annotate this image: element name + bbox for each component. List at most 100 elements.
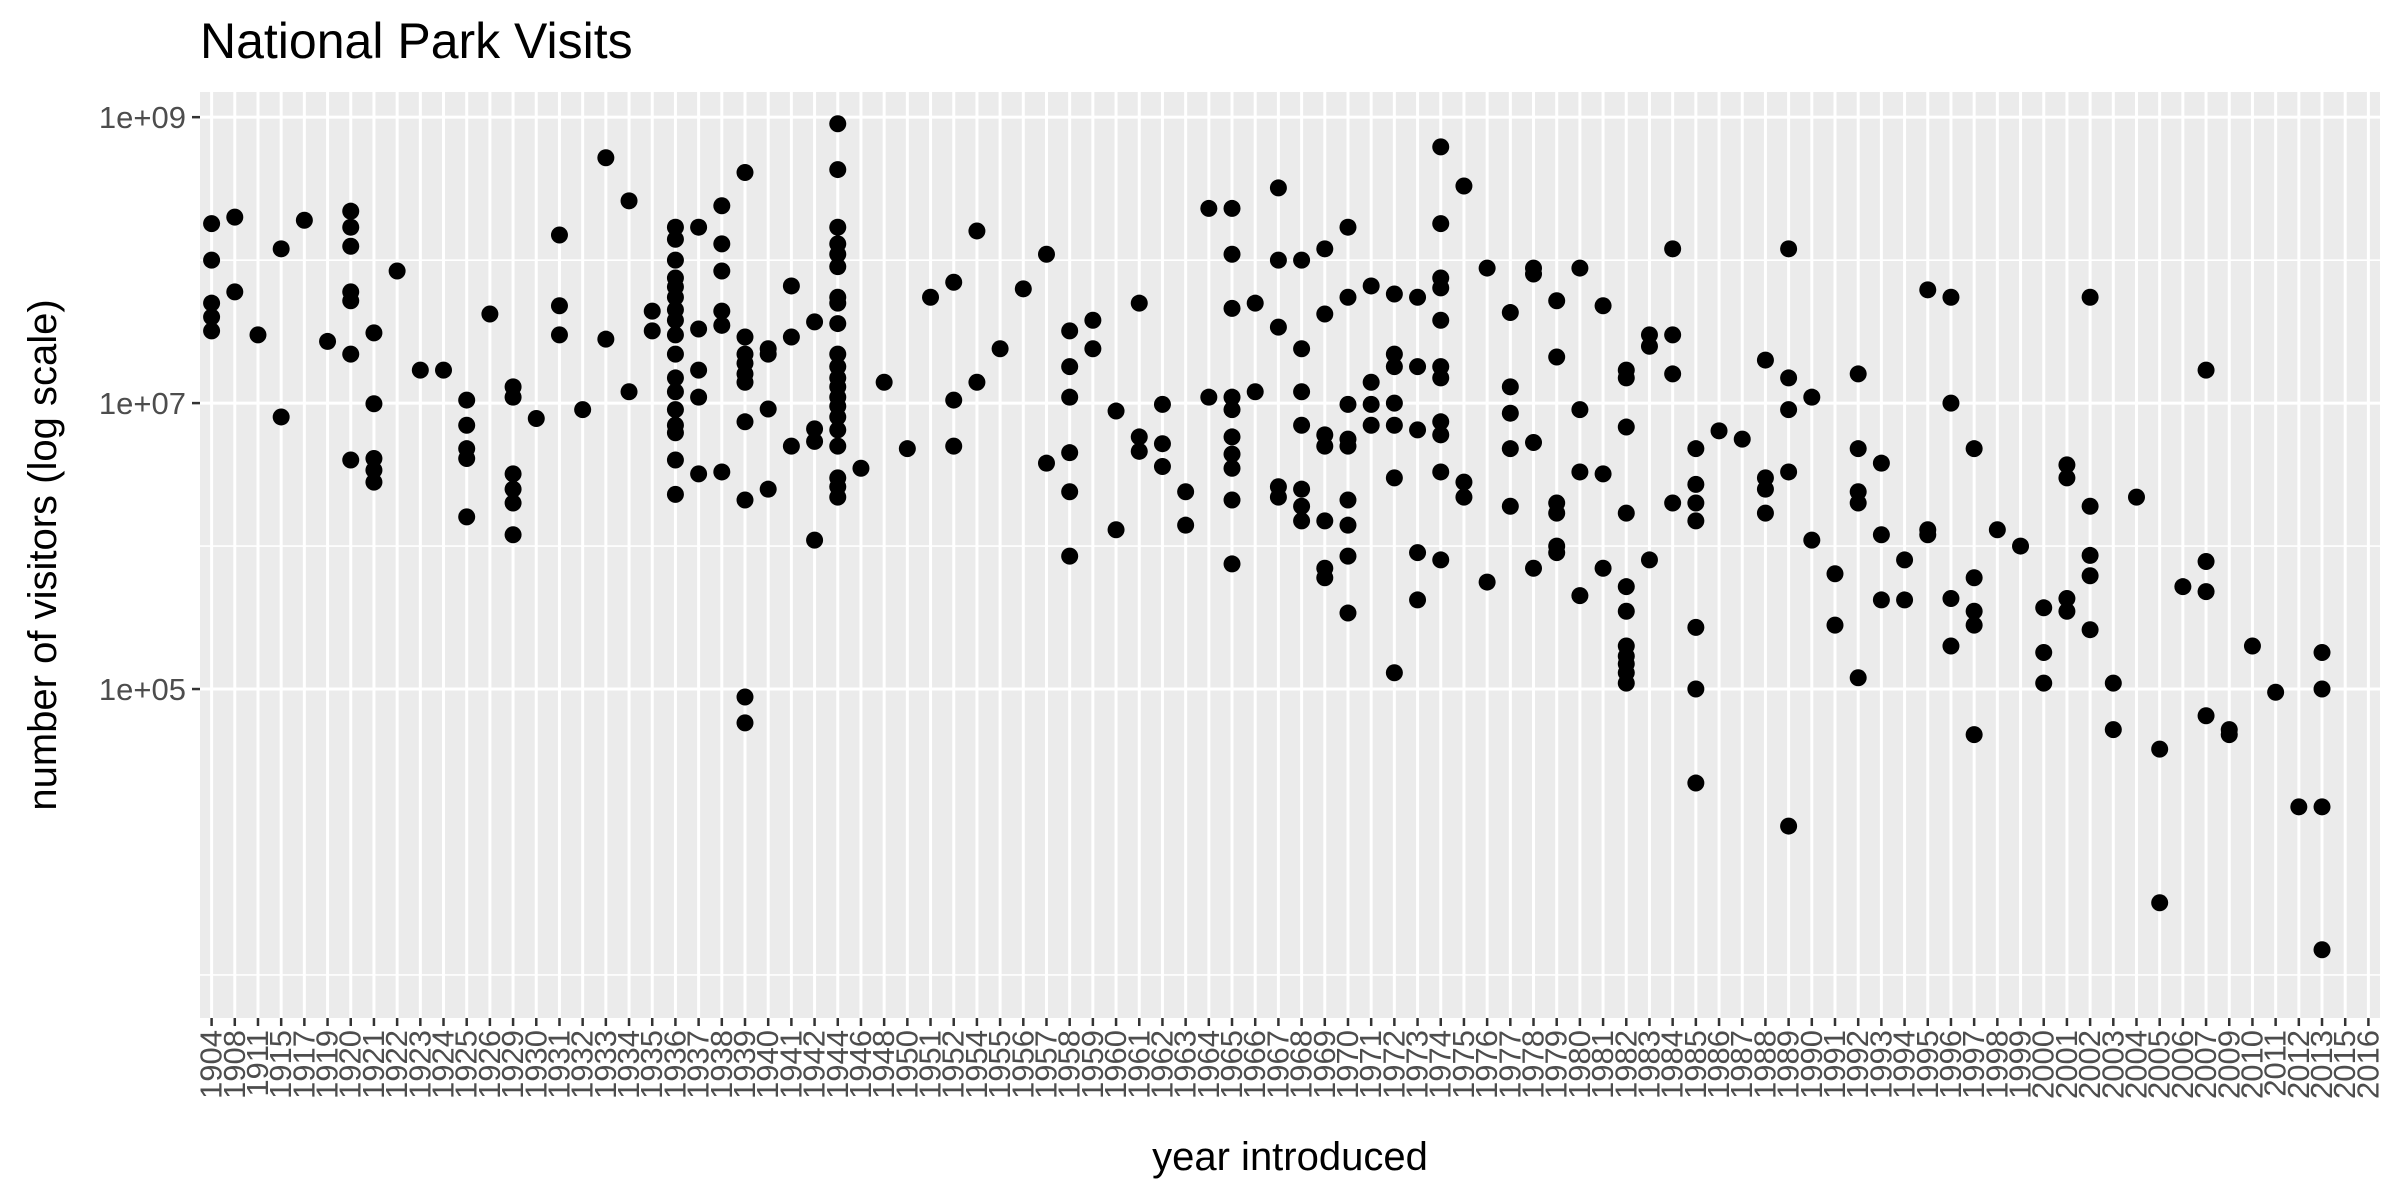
data-point — [481, 305, 499, 323]
data-point — [1455, 488, 1473, 506]
data-point — [945, 437, 963, 455]
data-point — [713, 302, 731, 320]
data-point — [1293, 480, 1311, 498]
x-tick-label: 1976 — [1469, 1030, 1504, 1099]
x-tick-label: 1941 — [773, 1030, 808, 1099]
data-point — [1269, 318, 1287, 336]
data-point — [945, 273, 963, 291]
data-point — [968, 373, 986, 391]
data-point — [1803, 531, 1821, 549]
x-tick-label: 1984 — [1655, 1030, 1690, 1099]
x-tick-label: 1972 — [1376, 1030, 1411, 1099]
data-point — [1640, 326, 1658, 344]
x-tick-label: 1971 — [1353, 1030, 1388, 1099]
data-point — [1710, 422, 1728, 440]
data-point — [1780, 401, 1798, 419]
x-tick-label: 1915 — [263, 1030, 298, 1099]
data-point — [829, 115, 847, 133]
x-tick-label: 1965 — [1214, 1030, 1249, 1099]
data-point — [1687, 774, 1705, 792]
data-point — [2197, 707, 2215, 725]
data-point — [1455, 177, 1473, 195]
data-point — [1571, 259, 1589, 277]
data-point — [1756, 351, 1774, 369]
data-point — [806, 531, 824, 549]
data-point — [1339, 395, 1357, 413]
x-tick-label: 1978 — [1516, 1030, 1551, 1099]
data-point — [2313, 644, 2331, 662]
data-point — [504, 526, 522, 544]
data-point — [597, 149, 615, 167]
data-point — [690, 465, 708, 483]
data-point — [1965, 569, 1983, 587]
data-point — [550, 326, 568, 344]
data-point — [1919, 521, 1937, 539]
data-point — [1548, 537, 1566, 555]
x-tick-label: 2003 — [2095, 1030, 2130, 1099]
x-tick-label: 2010 — [2234, 1030, 2269, 1099]
x-tick-label: 1986 — [1701, 1030, 1736, 1099]
x-tick-label: 2001 — [2049, 1030, 2084, 1099]
data-point — [342, 451, 360, 469]
data-points — [203, 115, 2331, 959]
x-tick-label: 1980 — [1562, 1030, 1597, 1099]
data-point — [1293, 416, 1311, 434]
x-tick-label: 1946 — [843, 1030, 878, 1099]
data-point — [2151, 740, 2169, 758]
data-point — [1617, 504, 1635, 522]
x-tick-label: 1942 — [797, 1030, 832, 1099]
data-point — [1385, 469, 1403, 487]
x-tick-label: 1997 — [1956, 1030, 1991, 1099]
x-axis-title: year introduced — [1152, 1135, 1428, 1179]
chart-title: National Park Visits — [200, 13, 633, 69]
data-point — [1896, 591, 1914, 609]
x-tick-label: 1990 — [1794, 1030, 1829, 1099]
data-point — [1223, 401, 1241, 419]
data-point — [829, 315, 847, 333]
data-point — [1501, 304, 1519, 322]
data-point — [1362, 395, 1380, 413]
x-tick-label: 1908 — [217, 1030, 252, 1099]
data-point — [643, 302, 661, 320]
data-point — [504, 465, 522, 483]
data-point — [2267, 683, 2285, 701]
x-tick-label: 1922 — [379, 1030, 414, 1099]
data-point — [1664, 240, 1682, 258]
x-tick-label: 1935 — [634, 1030, 669, 1099]
data-point — [2197, 361, 2215, 379]
data-point — [2197, 552, 2215, 570]
data-point — [620, 192, 638, 210]
x-tick-label: 2007 — [2188, 1030, 2223, 1099]
data-point — [1223, 299, 1241, 317]
x-tick-label: 1995 — [1910, 1030, 1945, 1099]
y-axis: 1e+05 1e+07 1e+09 — [99, 100, 200, 707]
data-point — [2081, 497, 2099, 515]
data-point — [2243, 637, 2261, 655]
x-tick-label: 1930 — [518, 1030, 553, 1099]
data-point — [829, 235, 847, 253]
data-point — [898, 440, 916, 458]
data-point — [1988, 521, 2006, 539]
data-point — [342, 218, 360, 236]
data-point — [1548, 348, 1566, 366]
x-tick-label: 1962 — [1144, 1030, 1179, 1099]
data-point — [666, 326, 684, 344]
data-point — [2035, 599, 2053, 617]
data-point — [1269, 251, 1287, 269]
data-point — [1617, 602, 1635, 620]
data-point — [1525, 559, 1543, 577]
data-point — [690, 361, 708, 379]
data-point — [736, 164, 754, 182]
x-tick-label: 1998 — [1979, 1030, 2014, 1099]
x-tick-label: 1948 — [866, 1030, 901, 1099]
data-point — [1339, 516, 1357, 534]
data-point — [1432, 138, 1450, 156]
data-point — [806, 313, 824, 331]
major-gridlines — [200, 92, 2380, 1018]
data-point — [226, 283, 244, 301]
data-point — [1293, 251, 1311, 269]
data-point — [1061, 358, 1079, 376]
x-tick-label: 1921 — [356, 1030, 391, 1099]
data-point — [1849, 669, 1867, 687]
x-tick-label: 1917 — [286, 1030, 321, 1099]
